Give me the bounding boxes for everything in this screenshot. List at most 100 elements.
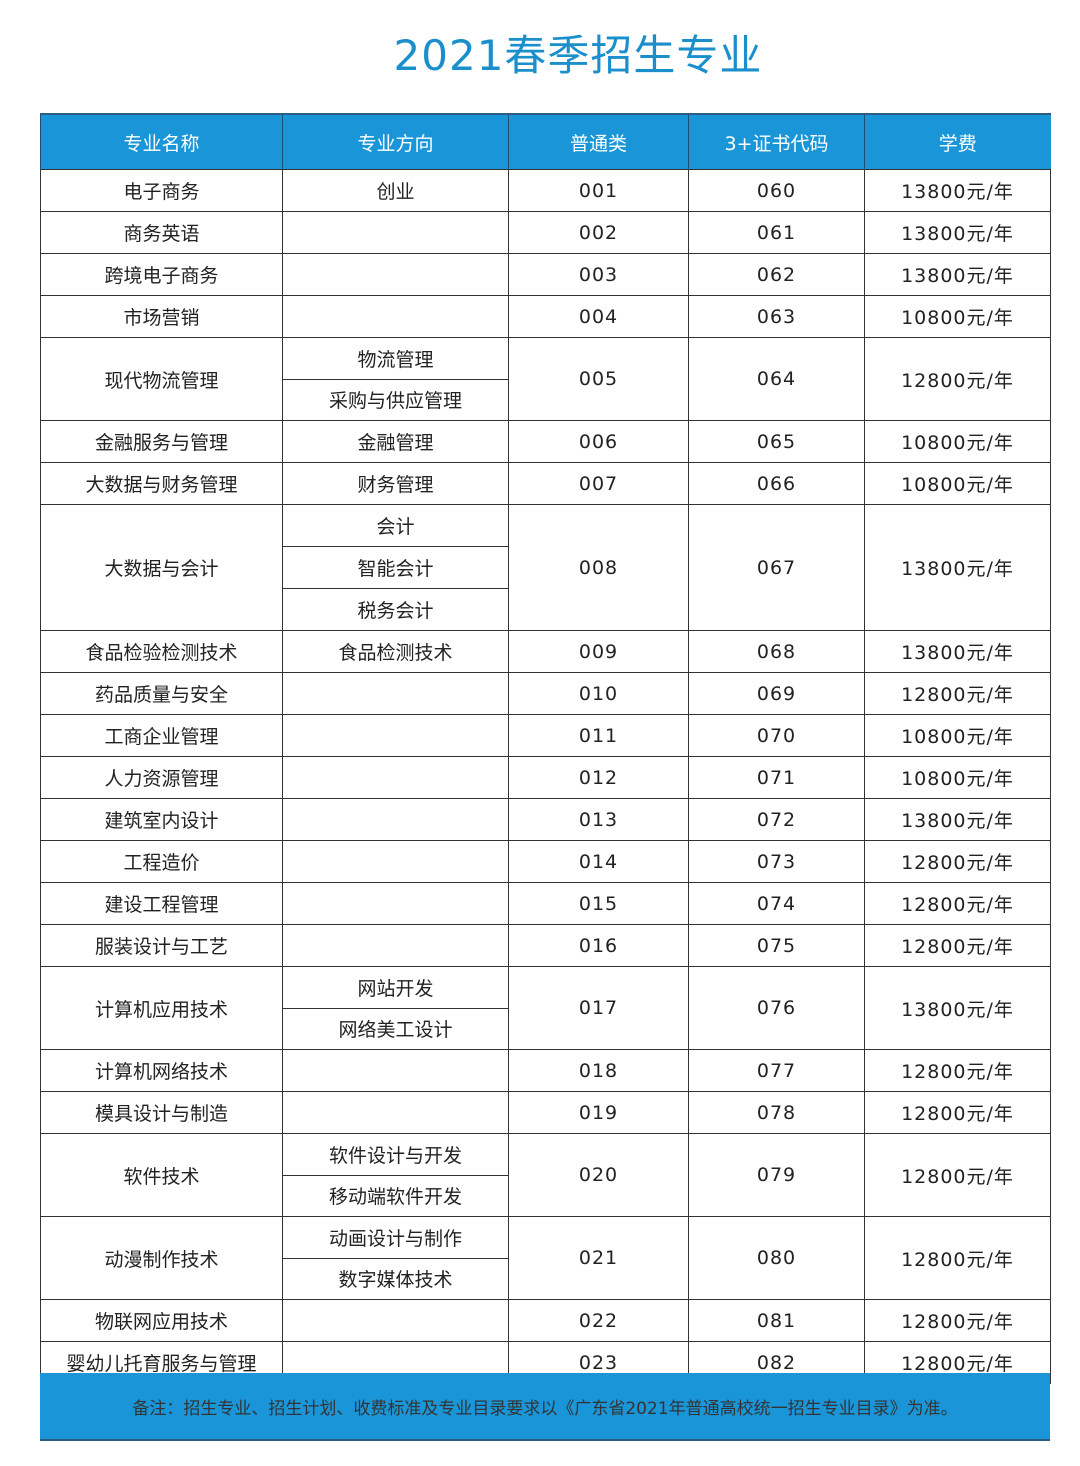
major-name: 模具设计与制造 xyxy=(40,1091,283,1134)
tuition-fee: 13800元/年 xyxy=(864,504,1051,631)
major-direction: 物流管理 xyxy=(282,337,509,380)
major-name: 食品检验检测技术 xyxy=(40,630,283,673)
major-name: 人力资源管理 xyxy=(40,756,283,799)
major-direction xyxy=(282,253,509,296)
table-row: 大数据与财务管理 财务管理 007 066 10800元/年 xyxy=(40,462,1051,505)
tuition-fee: 12800元/年 xyxy=(864,924,1051,967)
major-direction xyxy=(282,714,509,757)
cert-code: 072 xyxy=(688,798,865,841)
general-code: 021 xyxy=(508,1216,689,1300)
tuition-fee: 12800元/年 xyxy=(864,1216,1051,1300)
major-direction xyxy=(282,1299,509,1342)
major-direction: 软件设计与开发 xyxy=(282,1133,509,1176)
major-name: 软件技术 xyxy=(40,1133,283,1217)
general-code: 011 xyxy=(508,714,689,757)
major-name: 建设工程管理 xyxy=(40,882,283,925)
table-header: 专业名称 专业方向 普通类 3+证书代码 学费 xyxy=(40,113,1051,170)
tuition-fee: 13800元/年 xyxy=(864,630,1051,673)
general-code: 017 xyxy=(508,966,689,1050)
header-cert-code: 3+证书代码 xyxy=(688,113,865,170)
general-code: 018 xyxy=(508,1049,689,1092)
cert-code: 074 xyxy=(688,882,865,925)
major-name: 服装设计与工艺 xyxy=(40,924,283,967)
table-row: 软件技术 软件设计与开发 020 079 12800元/年 xyxy=(40,1133,1051,1217)
table-row: 计算机应用技术 网站开发 017 076 13800元/年 xyxy=(40,966,1051,1050)
page-title: 2021春季招生专业 xyxy=(393,31,763,80)
general-code: 002 xyxy=(508,211,689,254)
major-direction xyxy=(282,295,509,338)
major-direction: 财务管理 xyxy=(282,462,509,505)
major-direction: 网络美工设计 xyxy=(282,1007,509,1050)
major-direction xyxy=(282,840,509,883)
general-code: 013 xyxy=(508,798,689,841)
major-direction: 会计 xyxy=(282,504,509,547)
major-direction: 食品检测技术 xyxy=(282,630,509,673)
major-name: 现代物流管理 xyxy=(40,337,283,421)
tuition-fee: 10800元/年 xyxy=(864,420,1051,463)
cert-code: 068 xyxy=(688,630,865,673)
table-row: 建设工程管理 015 074 12800元/年 xyxy=(40,882,1051,925)
table-row: 服装设计与工艺 016 075 12800元/年 xyxy=(40,924,1051,967)
tuition-fee: 13800元/年 xyxy=(864,253,1051,296)
tuition-fee: 12800元/年 xyxy=(864,882,1051,925)
major-direction xyxy=(282,882,509,925)
cert-code: 071 xyxy=(688,756,865,799)
general-code: 019 xyxy=(508,1091,689,1134)
general-code: 007 xyxy=(508,462,689,505)
table-row: 动漫制作技术 动画设计与制作 021 080 12800元/年 xyxy=(40,1216,1051,1300)
tuition-fee: 13800元/年 xyxy=(864,169,1051,212)
tuition-fee: 12800元/年 xyxy=(864,1049,1051,1092)
major-name: 金融服务与管理 xyxy=(40,420,283,463)
cert-code: 066 xyxy=(688,462,865,505)
cert-code: 073 xyxy=(688,840,865,883)
table-row: 商务英语 002 061 13800元/年 xyxy=(40,211,1051,254)
table-row: 智能会计 xyxy=(41,546,1051,589)
major-direction: 动画设计与制作 xyxy=(282,1216,509,1259)
table-row: 物联网应用技术 022 081 12800元/年 xyxy=(40,1299,1051,1342)
cert-code: 070 xyxy=(688,714,865,757)
major-name: 跨境电子商务 xyxy=(40,253,283,296)
major-name: 市场营销 xyxy=(40,295,283,338)
general-code: 022 xyxy=(508,1299,689,1342)
tuition-fee: 10800元/年 xyxy=(864,462,1051,505)
cert-code: 080 xyxy=(688,1216,865,1300)
table-row: 市场营销 004 063 10800元/年 xyxy=(40,295,1051,338)
cert-code: 079 xyxy=(688,1133,865,1217)
table-row: 人力资源管理 012 071 10800元/年 xyxy=(40,756,1051,799)
table-row: 大数据与会计 会计 008 067 13800元/年 xyxy=(40,504,1051,631)
cert-code: 076 xyxy=(688,966,865,1050)
cert-code: 077 xyxy=(688,1049,865,1092)
tuition-fee: 10800元/年 xyxy=(864,756,1051,799)
table-row: 跨境电子商务 003 062 13800元/年 xyxy=(40,253,1051,296)
major-direction xyxy=(282,211,509,254)
cert-code: 067 xyxy=(688,504,865,631)
majors-table: 专业名称 专业方向 普通类 3+证书代码 学费 电子商务 创业 001 060 1380… xyxy=(40,113,1051,1384)
major-direction: 金融管理 xyxy=(282,420,509,463)
general-code: 012 xyxy=(508,756,689,799)
general-code: 016 xyxy=(508,924,689,967)
major-direction xyxy=(282,798,509,841)
general-code: 005 xyxy=(508,337,689,421)
tuition-fee: 12800元/年 xyxy=(864,337,1051,421)
cert-code: 061 xyxy=(688,211,865,254)
major-name: 大数据与会计 xyxy=(40,504,283,631)
major-name: 动漫制作技术 xyxy=(40,1216,283,1300)
cert-code: 062 xyxy=(688,253,865,296)
table-row: 模具设计与制造 019 078 12800元/年 xyxy=(40,1091,1051,1134)
tuition-fee: 12800元/年 xyxy=(864,1299,1051,1342)
tuition-fee: 10800元/年 xyxy=(864,714,1051,757)
major-name: 大数据与财务管理 xyxy=(40,462,283,505)
cert-code: 063 xyxy=(688,295,865,338)
table-row: 现代物流管理 物流管理 005 064 12800元/年 xyxy=(40,337,1051,421)
major-direction xyxy=(282,1049,509,1092)
table-row: 数字媒体技术 xyxy=(41,1257,1051,1300)
general-code: 003 xyxy=(508,253,689,296)
major-direction xyxy=(282,1091,509,1134)
general-code: 014 xyxy=(508,840,689,883)
cert-code: 060 xyxy=(688,169,865,212)
major-direction: 数字媒体技术 xyxy=(282,1257,509,1300)
major-name: 物联网应用技术 xyxy=(40,1299,283,1342)
cert-code: 069 xyxy=(688,672,865,715)
table-row: 工商企业管理 011 070 10800元/年 xyxy=(40,714,1051,757)
tuition-fee: 13800元/年 xyxy=(864,211,1051,254)
